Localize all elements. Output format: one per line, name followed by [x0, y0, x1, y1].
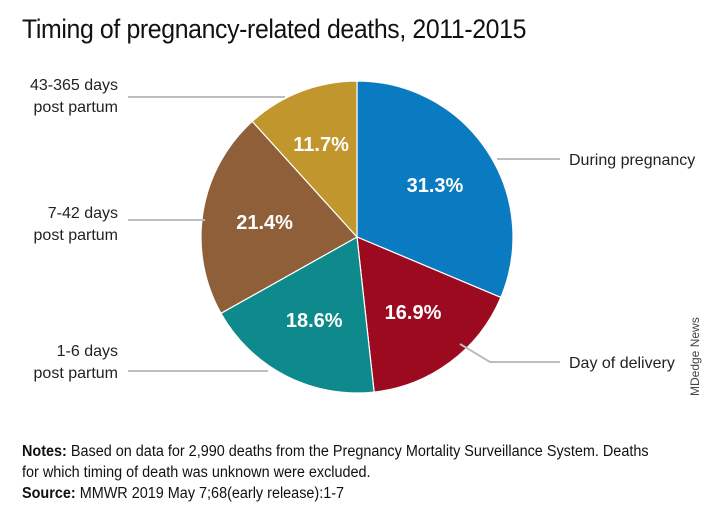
notes: Notes: Based on data for 2,990 deaths fr…: [22, 441, 654, 483]
pie-slices: [200, 80, 514, 394]
value-label-day-of-delivery: 16.9%: [385, 302, 442, 324]
value-label-7-42-days-post-partum: 21.4%: [236, 212, 293, 234]
source-label: Source:: [22, 485, 76, 502]
category-labels: During pregnancy Day of delivery 1-6 days p…: [30, 77, 695, 382]
pie-slice-43-365-days-post-partum: [251, 80, 358, 239]
category-label-1-6-days-post-partum: 1-6 days post partum: [34, 343, 118, 382]
category-label-day-of-delivery: Day of delivery: [569, 355, 675, 372]
pie-slice-during-pregnancy: [356, 80, 514, 299]
notes-label: Notes:: [22, 443, 67, 460]
credit-text: MDedge News: [688, 317, 702, 396]
source-text: MMWR 2019 May 7;68(early release):1-7: [79, 485, 345, 502]
pie-slice-1-6-days-post-partum: [220, 236, 375, 394]
pie-slice-7-42-days-post-partum: [200, 120, 358, 315]
source: Source: MMWR 2019 May 7;68(early release…: [22, 485, 344, 503]
value-label-during-pregnancy: 31.3%: [407, 175, 464, 197]
notes-text: Based on data for 2,990 deaths from the …: [22, 443, 649, 481]
pie-chart: 31.3% 16.9% 18.6% 21.4% 11.7% During pregnan…: [30, 77, 695, 394]
value-label-43-365-days-post-partum: 11.7%: [293, 134, 349, 156]
value-label-1-6-days-post-partum: 18.6%: [286, 310, 343, 332]
value-labels: 31.3% 16.9% 18.6% 21.4% 11.7%: [236, 134, 463, 332]
category-label-7-42-days-post-partum: 7-42 days post partum: [34, 205, 118, 244]
category-label-during-pregnancy: During pregnancy: [569, 152, 695, 169]
leader-lines: [128, 96, 560, 372]
pie-slice-day-of-delivery: [356, 236, 502, 393]
chart-title: Timing of pregnancy-related deaths, 2011…: [22, 14, 527, 44]
category-label-43-365-days-post-partum: 43-365 days post partum: [30, 77, 118, 116]
leader-line-day-of-delivery: [459, 343, 560, 363]
